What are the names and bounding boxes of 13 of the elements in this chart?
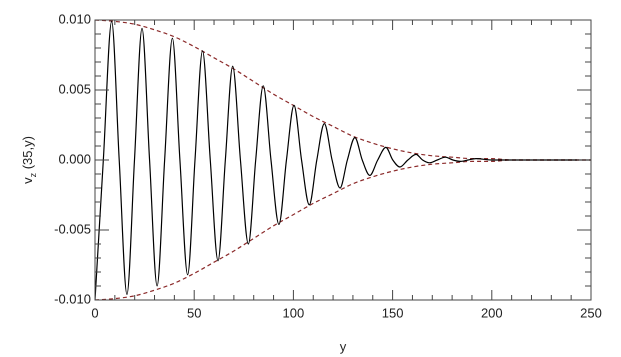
x-tick-label: 200 — [480, 305, 503, 320]
x-tick-label: 0 — [91, 305, 99, 320]
x-tick-label: 50 — [186, 305, 202, 320]
y-tick-label: -0.010 — [54, 292, 91, 307]
y-tick-label: 0.000 — [58, 152, 91, 167]
y-tick-label: 0.010 — [58, 12, 91, 27]
x-tick-label: 100 — [282, 305, 304, 320]
x-axis-title: y — [340, 338, 347, 354]
x-tick-label: 150 — [382, 305, 404, 320]
x-tick-label: 250 — [580, 305, 602, 320]
y-tick-label: 0.005 — [58, 82, 91, 97]
y-axis-title: vz (35,y) — [20, 136, 38, 184]
y-tick-label: -0.005 — [54, 222, 91, 237]
